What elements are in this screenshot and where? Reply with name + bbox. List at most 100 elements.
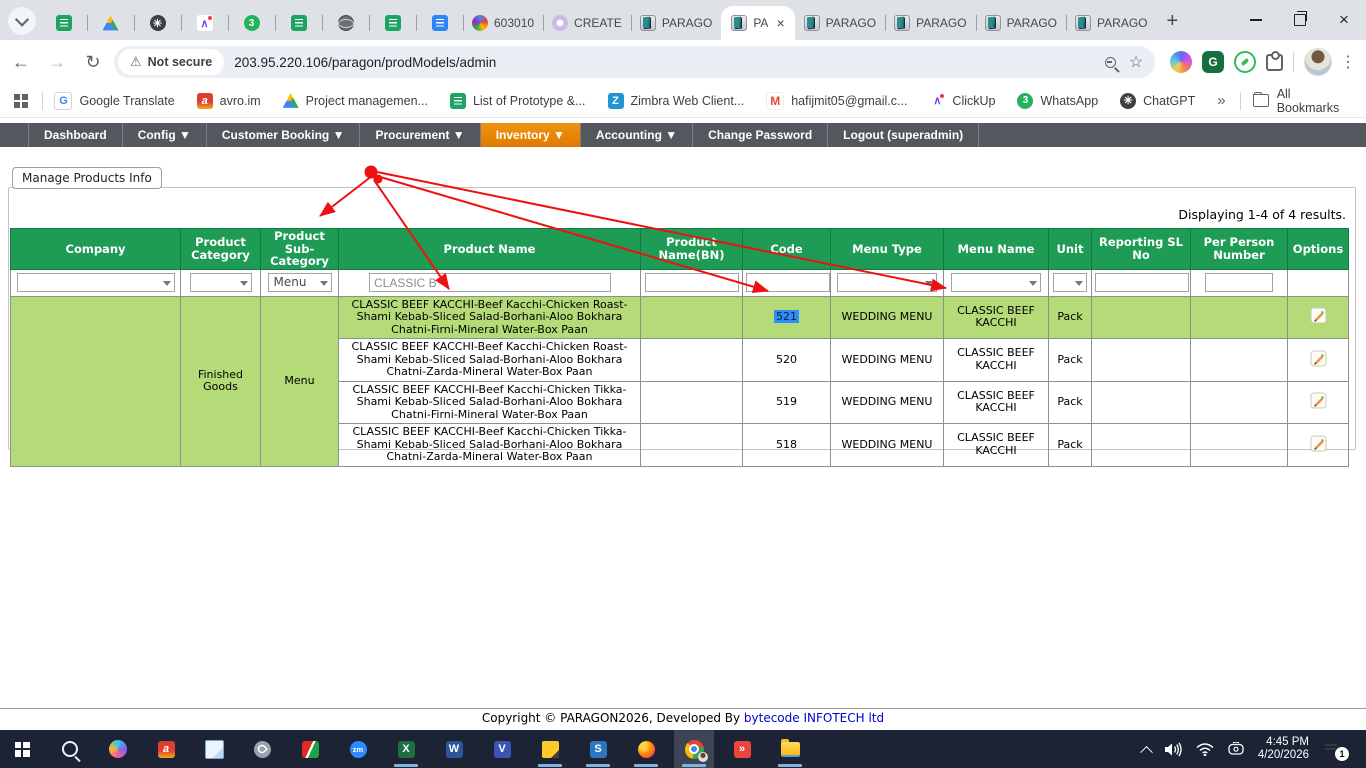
profile-avatar[interactable] (1304, 48, 1332, 76)
bookmark-google-translate[interactable]: G Google Translate (54, 91, 175, 110)
nav-accounting[interactable]: Accounting ▼ (581, 123, 694, 147)
nav-config[interactable]: Config ▼ (123, 123, 207, 147)
minimize-button[interactable] (1234, 0, 1278, 40)
extensions-puzzle-icon[interactable] (1261, 49, 1287, 75)
tab-603010[interactable]: 603010 (463, 6, 545, 40)
back-button[interactable]: ← (12, 51, 30, 72)
pinned-tab-clickup[interactable]: ∧ (181, 6, 229, 40)
nav-inventory[interactable]: Inventory ▼ (480, 123, 581, 147)
col-menu-type[interactable]: Menu Type (830, 228, 944, 270)
tab-paragon-1[interactable]: PARAGO (631, 6, 721, 40)
col-product-name[interactable]: Product Name (338, 228, 641, 270)
taskbar-firefox-button[interactable] (626, 730, 666, 768)
nav-change-password[interactable]: Change Password (693, 123, 829, 147)
pinned-tab-drive[interactable] (87, 6, 135, 40)
bookmark-clickup[interactable]: ∧ ClickUp (929, 92, 995, 109)
extension-momentum-icon[interactable] (1170, 51, 1192, 73)
taskbar-copilot-button[interactable] (98, 730, 138, 768)
pinned-tab-sheets-3[interactable] (369, 6, 417, 40)
col-company[interactable]: Company (10, 228, 181, 270)
bookmark-avro[interactable]: a avro.im (196, 92, 261, 109)
taskbar-sticky-notes-button[interactable] (530, 730, 570, 768)
col-per-person-number[interactable]: Per Person Number (1190, 228, 1288, 270)
tab-create[interactable]: CREATE (543, 6, 632, 40)
tab-search-button[interactable] (8, 7, 36, 35)
close-tab-icon[interactable]: × (776, 15, 785, 31)
taskbar-bandicam-button[interactable] (290, 730, 330, 768)
col-options[interactable]: Options (1287, 228, 1349, 270)
col-code[interactable]: Code (742, 228, 831, 270)
company-filter-select[interactable] (16, 273, 175, 292)
bookmark-star-icon[interactable]: ☆ (1128, 54, 1144, 71)
tray-chevron-up-icon[interactable] (1139, 745, 1153, 759)
nav-procurement[interactable]: Procurement ▼ (360, 123, 481, 147)
pinned-tab-openai[interactable]: ✳ (134, 6, 182, 40)
nav-logout[interactable]: Logout (superadmin) (828, 123, 980, 147)
bookmark-chatgpt[interactable]: ✳ ChatGPT (1120, 92, 1195, 109)
col-reporting-sl-no[interactable]: Reporting SL No (1091, 228, 1191, 270)
taskbar-chrome-button[interactable] (674, 730, 714, 768)
tab-paragon-4[interactable]: PARAGO (976, 6, 1068, 40)
taskbar-notepad-button[interactable] (194, 730, 234, 768)
taskbar-whatsapp-button[interactable] (242, 730, 282, 768)
product-name-filter-input[interactable] (369, 273, 611, 292)
taskbar-word-button[interactable]: W (434, 730, 474, 768)
tab-paragon-3[interactable]: PARAGO (885, 6, 977, 40)
taskbar-file-explorer-button[interactable] (770, 730, 810, 768)
col-product-sub-category[interactable]: Product Sub-Category (260, 228, 339, 270)
close-window-button[interactable]: × (1339, 10, 1349, 29)
pinned-tab-docs[interactable] (416, 6, 464, 40)
taskbar-clock[interactable]: 4:45 PM 4/20/2026 (1258, 736, 1309, 763)
bookmarks-overflow-icon[interactable]: » (1217, 92, 1226, 109)
edit-pencil-icon[interactable] (1310, 392, 1327, 409)
taskbar-search-button[interactable] (50, 730, 90, 768)
reporting-sl-no-filter-input[interactable] (1095, 273, 1189, 292)
code-filter-input[interactable] (746, 273, 830, 292)
menu-name-filter-select[interactable] (951, 273, 1041, 292)
developer-link[interactable]: bytecode INFOTECH ltd (743, 711, 885, 725)
start-button[interactable] (2, 730, 42, 768)
col-product-category[interactable]: Product Category (180, 228, 261, 270)
address-bar[interactable]: ⚠ Not secure 203.95.220.106/paragon/prod… (114, 46, 1155, 78)
speaker-icon[interactable] (1164, 741, 1183, 757)
url-text[interactable]: 203.95.220.106/paragon/prodModels/admin (234, 54, 497, 70)
forward-button[interactable]: → (48, 51, 66, 72)
bookmark-whatsapp[interactable]: 3 WhatsApp (1017, 92, 1098, 109)
new-tab-button[interactable]: + (1166, 10, 1179, 32)
col-menu-name[interactable]: Menu Name (943, 228, 1049, 270)
menu-type-filter-select[interactable] (837, 273, 937, 292)
bookmark-prototype-list[interactable]: List of Prototype &... (449, 92, 586, 109)
tab-paragon-5[interactable]: PARAGO (1066, 6, 1156, 40)
pinned-tab-sheets[interactable] (40, 6, 88, 40)
pinned-tab-sheets-2[interactable] (275, 6, 323, 40)
taskbar-visio-button[interactable]: V (482, 730, 522, 768)
security-chip[interactable]: ⚠ Not secure (118, 49, 225, 75)
bookmark-project-management[interactable]: Project managemen... (282, 93, 428, 109)
taskbar-s-app-button[interactable]: S (578, 730, 618, 768)
zoom-out-icon[interactable] (1097, 49, 1123, 75)
wifi-icon[interactable] (1196, 742, 1214, 756)
col-product-name-bn[interactable]: Product Name(BN) (640, 228, 743, 270)
all-bookmarks-button[interactable]: All Bookmarks (1276, 86, 1340, 115)
taskbar-zoom-button[interactable]: zm (338, 730, 378, 768)
pinned-tab-whatsapp[interactable]: 3 (228, 6, 276, 40)
extension-leaf-icon[interactable] (1234, 51, 1256, 73)
screen-record-icon[interactable] (1227, 742, 1245, 756)
nav-customer-booking[interactable]: Customer Booking ▼ (207, 123, 361, 147)
notification-center-button[interactable]: 1 (1322, 740, 1350, 762)
pinned-tab-globe[interactable] (322, 6, 370, 40)
tab-paragon-2[interactable]: PARAGO (795, 6, 887, 40)
bookmark-zimbra[interactable]: Z Zimbra Web Client... (607, 92, 744, 109)
per-person-number-filter-input[interactable] (1205, 273, 1273, 292)
nav-dashboard[interactable]: Dashboard (28, 123, 123, 147)
product-name-bn-filter-input[interactable] (644, 273, 739, 292)
edit-pencil-icon[interactable] (1310, 350, 1327, 367)
taskbar-avro-button[interactable]: a (146, 730, 186, 768)
edit-pencil-icon[interactable] (1310, 435, 1327, 452)
extension-g-icon[interactable]: G (1202, 51, 1224, 73)
apps-grid-icon[interactable] (14, 93, 28, 108)
unit-filter-select[interactable] (1053, 273, 1087, 292)
col-unit[interactable]: Unit (1048, 228, 1092, 270)
menu-kebab-icon[interactable]: ⋮ (1340, 54, 1356, 71)
